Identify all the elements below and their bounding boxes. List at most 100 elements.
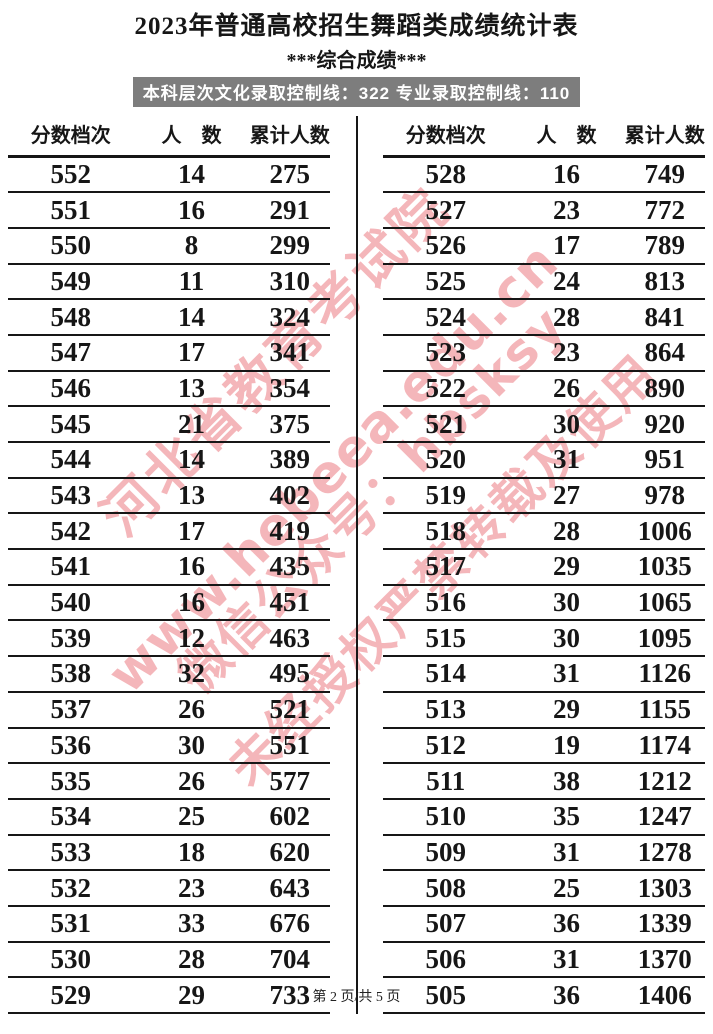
table-body-left: 552 14 275 551 16 291 550 8 299 549 11 310 548 14 324 5… bbox=[8, 156, 330, 1014]
table-cell: 542 bbox=[8, 513, 134, 551]
table-cell: 28 bbox=[508, 299, 625, 336]
table-cell: 517 bbox=[383, 549, 509, 586]
table-row: 539 12 463 bbox=[8, 620, 330, 658]
table-row: 540 16 451 bbox=[8, 584, 330, 622]
table-row: 525 24 813 bbox=[383, 263, 705, 301]
table-cell: 951 bbox=[624, 442, 705, 479]
table-cell: 920 bbox=[624, 406, 705, 443]
table-cell: 543 bbox=[8, 477, 134, 515]
table-cell: 25 bbox=[133, 798, 250, 836]
table-row: 531 33 676 bbox=[8, 905, 330, 943]
table-cell: 17 bbox=[133, 334, 250, 372]
table-divider bbox=[355, 116, 358, 1014]
table-cell: 813 bbox=[624, 263, 705, 301]
table-cell: 1035 bbox=[624, 549, 705, 586]
table-cell: 551 bbox=[8, 192, 134, 229]
table-row: 549 11 310 bbox=[8, 263, 330, 301]
table-cell: 1247 bbox=[624, 798, 705, 836]
table-cell: 602 bbox=[249, 798, 330, 836]
table-cell: 509 bbox=[383, 834, 509, 872]
table-cell: 550 bbox=[8, 227, 134, 265]
table-cell: 31 bbox=[508, 656, 625, 693]
table-cell: 25 bbox=[508, 870, 625, 907]
table-cell: 515 bbox=[383, 620, 509, 658]
table-cell: 772 bbox=[624, 192, 705, 229]
table-cell: 29 bbox=[508, 549, 625, 586]
score-tables: 分数档次 人 数 累计人数 552 14 275 551 16 291 550 8 299 549… bbox=[0, 116, 713, 1014]
table-cell: 538 bbox=[8, 656, 134, 693]
table-cell: 33 bbox=[133, 905, 250, 943]
table-cell: 978 bbox=[624, 477, 705, 515]
table-cell: 548 bbox=[8, 299, 134, 336]
table-cell: 534 bbox=[8, 798, 134, 836]
table-cell: 21 bbox=[133, 406, 250, 443]
table-cell: 514 bbox=[383, 656, 509, 693]
table-row: 541 16 435 bbox=[8, 549, 330, 586]
table-cell: 531 bbox=[8, 905, 134, 943]
score-table-left: 分数档次 人 数 累计人数 552 14 275 551 16 291 550 8 299 549… bbox=[8, 116, 330, 1014]
table-cell: 389 bbox=[249, 442, 330, 479]
table-cell: 354 bbox=[249, 370, 330, 408]
table-row: 544 14 389 bbox=[8, 442, 330, 479]
table-cell: 506 bbox=[383, 941, 509, 979]
table-cell: 528 bbox=[383, 156, 509, 194]
table-cell: 495 bbox=[249, 656, 330, 693]
table-cell: 24 bbox=[508, 263, 625, 301]
score-table-right: 分数档次 人 数 累计人数 528 16 749 527 23 772 526 17 789 52… bbox=[383, 116, 705, 1014]
table-row: 516 30 1065 bbox=[383, 584, 705, 622]
table-cell: 704 bbox=[249, 941, 330, 979]
table-cell: 38 bbox=[508, 763, 625, 800]
table-cell: 36 bbox=[508, 977, 625, 1014]
table-cell: 527 bbox=[383, 192, 509, 229]
table-cell: 435 bbox=[249, 549, 330, 586]
table-row: 529 29 733 bbox=[8, 977, 330, 1014]
table-row: 522 26 890 bbox=[383, 370, 705, 408]
table-row: 518 28 1006 bbox=[383, 513, 705, 551]
table-cell: 1095 bbox=[624, 620, 705, 658]
table-cell: 1212 bbox=[624, 763, 705, 800]
table-cell: 31 bbox=[508, 442, 625, 479]
table-row: 510 35 1247 bbox=[383, 798, 705, 836]
table-body-right: 528 16 749 527 23 772 526 17 789 525 24 813 524 28 841… bbox=[383, 156, 705, 1014]
table-cell: 508 bbox=[383, 870, 509, 907]
table-cell: 620 bbox=[249, 834, 330, 872]
table-cell: 1155 bbox=[624, 691, 705, 729]
table-cell: 1339 bbox=[624, 905, 705, 943]
table-cell: 526 bbox=[383, 227, 509, 265]
table-cell: 29 bbox=[508, 691, 625, 729]
table-cell: 291 bbox=[249, 192, 330, 229]
table-row: 545 21 375 bbox=[8, 406, 330, 443]
table-row: 521 30 920 bbox=[383, 406, 705, 443]
table-cell: 419 bbox=[249, 513, 330, 551]
table-cell: 552 bbox=[8, 156, 134, 194]
table-row: 528 16 749 bbox=[383, 156, 705, 194]
table-cell: 547 bbox=[8, 334, 134, 372]
table-cell: 324 bbox=[249, 299, 330, 336]
table-cell: 520 bbox=[383, 442, 509, 479]
table-row: 551 16 291 bbox=[8, 192, 330, 229]
table-cell: 529 bbox=[8, 977, 134, 1014]
table-header-row: 分数档次 人 数 累计人数 bbox=[383, 116, 705, 158]
table-row: 523 23 864 bbox=[383, 334, 705, 372]
table-row: 511 38 1212 bbox=[383, 763, 705, 800]
table-cell: 463 bbox=[249, 620, 330, 658]
col-header-score: 分数档次 bbox=[8, 116, 134, 158]
page-subtitle: ***综合成绩*** bbox=[286, 50, 427, 72]
table-cell: 13 bbox=[133, 370, 250, 408]
table-cell: 26 bbox=[133, 763, 250, 800]
table-row: 512 19 1174 bbox=[383, 727, 705, 765]
table-cell: 14 bbox=[133, 299, 250, 336]
table-cell: 519 bbox=[383, 477, 509, 515]
table-row: 515 30 1095 bbox=[383, 620, 705, 658]
table-row: 552 14 275 bbox=[8, 156, 330, 194]
table-cell: 28 bbox=[508, 513, 625, 551]
table-cell: 546 bbox=[8, 370, 134, 408]
table-cell: 522 bbox=[383, 370, 509, 408]
table-cell: 16 bbox=[133, 549, 250, 586]
table-cell: 29 bbox=[133, 977, 250, 1014]
table-cell: 17 bbox=[508, 227, 625, 265]
table-cell: 1065 bbox=[624, 584, 705, 622]
table-cell: 541 bbox=[8, 549, 134, 586]
table-row: 532 23 643 bbox=[8, 870, 330, 907]
